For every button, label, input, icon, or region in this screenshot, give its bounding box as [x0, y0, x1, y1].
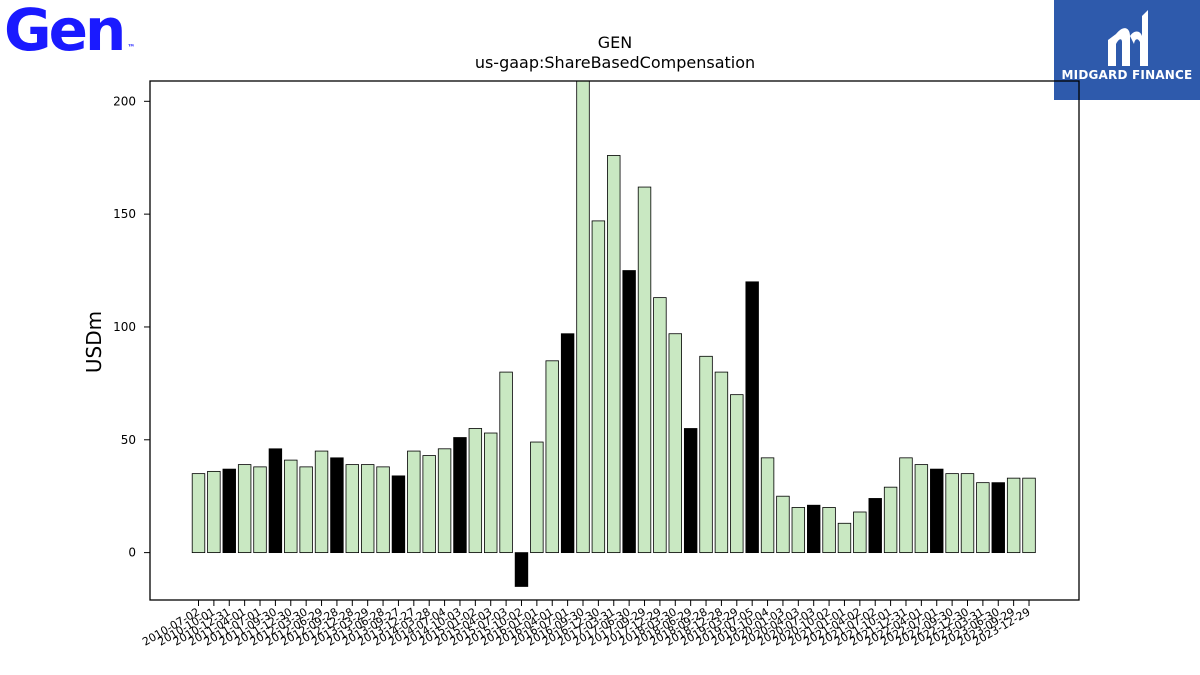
gen-logo-text: Gen — [4, 0, 126, 64]
bar-2022-07-01 — [930, 468, 944, 554]
bar-2020-07-03 — [807, 504, 821, 554]
bar-2020-04-03 — [791, 507, 806, 554]
bar-2012-06-29 — [314, 450, 329, 554]
bar-2016-04-01 — [545, 360, 559, 554]
bar-2021-07-02 — [868, 498, 882, 554]
plot-frame — [149, 80, 1080, 601]
bar-2010-07-02 — [191, 473, 206, 554]
bar-2014-03-28 — [422, 455, 436, 554]
bar-2017-03-31 — [607, 155, 621, 554]
bar-2023-06-30 — [991, 482, 1005, 554]
bar-2019-03-29 — [730, 394, 744, 554]
midgard-finance-logo: MIDGARD FINANCE — [1054, 0, 1200, 100]
bar-2010-10-01 — [207, 470, 221, 554]
bar-2018-12-28 — [714, 371, 729, 554]
bar-2016-01-01 — [530, 441, 544, 554]
bar-2012-09-28 — [330, 457, 344, 554]
midgard-logo-text: MIDGARD FINANCE — [1061, 68, 1193, 82]
bar-2017-06-30 — [622, 270, 636, 554]
gen-logo-trademark: ™ — [127, 43, 136, 52]
bar-2019-07-05 — [745, 281, 759, 554]
bar-2019-10-04 — [760, 457, 775, 554]
bar-2014-07-04 — [437, 448, 452, 554]
bar-2018-09-28 — [699, 355, 713, 554]
bar-2014-10-03 — [453, 437, 467, 554]
x-axis-ticks: 2010-07-022010-10-012010-12-312011-04-01… — [140, 600, 1033, 649]
bar-2022-12-30 — [960, 473, 975, 554]
bar-2017-12-29 — [653, 297, 667, 554]
bar-2015-10-02 — [514, 552, 529, 587]
gen-logo: Gen ™ — [4, 0, 135, 66]
bar-2013-06-28 — [376, 466, 390, 554]
bar-2011-09-30 — [268, 448, 283, 554]
bar-2023-12-29 — [1022, 477, 1036, 554]
bar-2013-12-27 — [407, 450, 421, 554]
y-tick-label: 150 — [113, 207, 136, 221]
bar-2021-10-01 — [883, 486, 898, 554]
bar-2011-12-30 — [284, 459, 298, 554]
y-axis-ticks: 0 50 100 150 200 — [113, 94, 150, 560]
chart-subtitle: us-gaap:ShareBasedCompensation — [475, 53, 755, 72]
bar-series — [191, 80, 1036, 587]
bar-2023-09-29 — [1006, 477, 1021, 554]
bar-2015-07-03 — [499, 371, 513, 554]
bar-2021-04-02 — [853, 511, 867, 554]
bar-2018-03-30 — [668, 333, 682, 554]
bar-2013-09-27 — [391, 475, 406, 554]
bar-2015-01-02 — [468, 428, 483, 554]
bar-2022-09-30 — [945, 473, 959, 554]
bar-2018-06-29 — [683, 428, 698, 554]
y-tick-label: 200 — [113, 94, 136, 108]
bar-2022-04-01 — [914, 464, 929, 554]
midgard-mark-icon — [1108, 10, 1148, 66]
bar-2011-07-01 — [253, 466, 267, 554]
bar-2021-12-31 — [899, 457, 913, 554]
bar-2012-12-28 — [345, 464, 360, 554]
bar-2010-12-31 — [222, 468, 236, 554]
bar-2016-07-01 — [560, 333, 575, 554]
bar-2017-09-29 — [637, 186, 652, 554]
bar-2016-09-30 — [576, 80, 590, 554]
y-tick-label: 0 — [128, 546, 136, 560]
y-axis-label: USDm — [82, 311, 106, 373]
bar-2021-01-01 — [837, 522, 852, 554]
bar-2020-10-02 — [822, 507, 836, 554]
bar-2013-03-29 — [360, 464, 375, 554]
bar-2011-04-01 — [237, 464, 252, 554]
bar-2012-03-30 — [299, 466, 313, 554]
bar-2020-01-03 — [776, 495, 790, 554]
y-tick-label: 50 — [121, 433, 136, 447]
bar-2015-04-03 — [484, 432, 498, 554]
bar-2023-03-31 — [976, 482, 990, 554]
y-tick-label: 100 — [113, 320, 136, 334]
chart-title: GEN — [598, 33, 632, 52]
bar-2016-12-30 — [591, 220, 606, 554]
